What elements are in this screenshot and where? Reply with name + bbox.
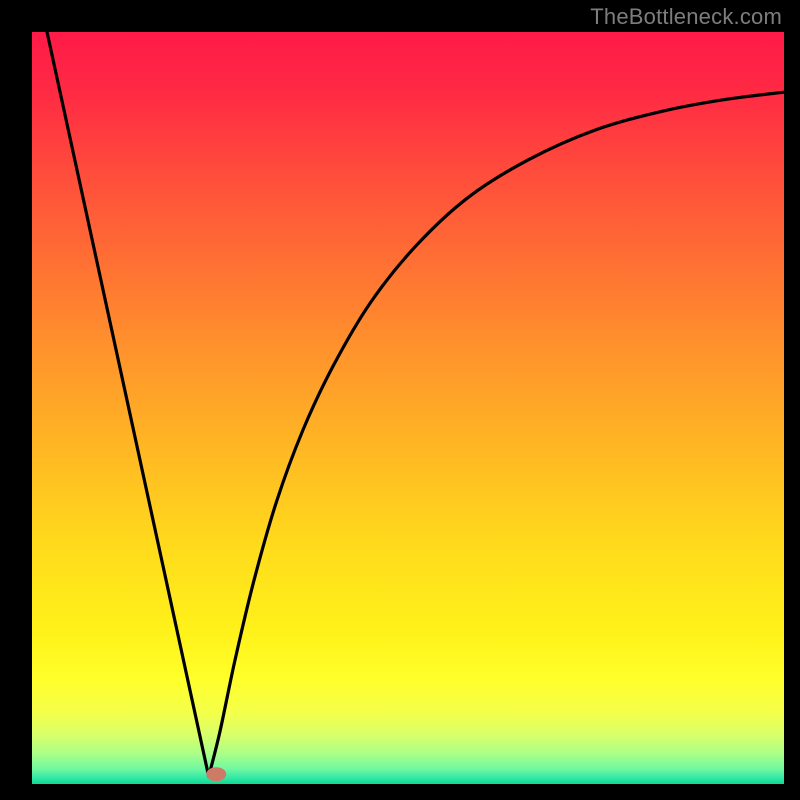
curve-layer [32, 32, 784, 784]
plot-area [32, 32, 784, 784]
min-marker [206, 767, 226, 781]
bottleneck-curve [47, 32, 784, 776]
chart-frame: TheBottleneck.com [0, 0, 800, 800]
watermark-text: TheBottleneck.com [590, 4, 782, 30]
